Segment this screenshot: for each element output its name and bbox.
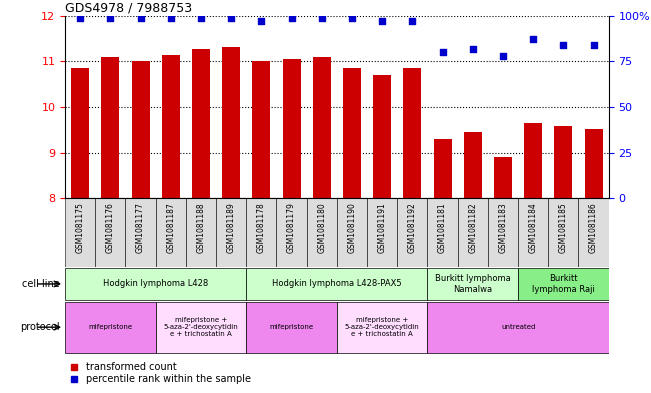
Bar	[337, 302, 428, 353]
Text: GSM1081175: GSM1081175	[76, 202, 85, 253]
Text: GSM1081182: GSM1081182	[468, 202, 477, 253]
Bar	[373, 75, 391, 198]
Bar	[253, 61, 270, 198]
Bar	[161, 55, 180, 198]
Bar	[283, 59, 301, 198]
Bar	[156, 302, 246, 353]
Point	[528, 36, 538, 42]
Text: protocol: protocol	[20, 322, 60, 332]
Bar	[246, 268, 428, 300]
Bar	[126, 198, 156, 267]
Text: untreated: untreated	[501, 324, 535, 330]
Text: GSM1081177: GSM1081177	[136, 202, 145, 253]
Text: GSM1081179: GSM1081179	[287, 202, 296, 253]
Bar	[307, 198, 337, 267]
Text: mifepristone +
5-aza-2'-deoxycytidin
e + trichostatin A: mifepristone + 5-aza-2'-deoxycytidin e +…	[345, 317, 419, 337]
Text: GSM1081188: GSM1081188	[197, 202, 206, 253]
Bar	[192, 49, 210, 198]
Text: GSM1081184: GSM1081184	[529, 202, 538, 253]
Text: GSM1081180: GSM1081180	[317, 202, 326, 253]
Bar	[246, 302, 337, 353]
Text: GSM1081183: GSM1081183	[499, 202, 508, 253]
Bar	[494, 157, 512, 198]
Bar	[337, 198, 367, 267]
Bar	[216, 198, 246, 267]
Bar	[434, 139, 452, 198]
Bar	[65, 198, 95, 267]
Point	[589, 42, 599, 48]
Point	[165, 15, 176, 21]
Bar	[246, 198, 277, 267]
Bar	[186, 198, 216, 267]
Bar	[548, 198, 579, 267]
Bar	[343, 68, 361, 198]
Point	[226, 15, 236, 21]
Bar	[555, 126, 572, 198]
Bar	[312, 57, 331, 198]
Text: Burkitt lymphoma
Namalwa: Burkitt lymphoma Namalwa	[435, 274, 510, 294]
Bar	[488, 198, 518, 267]
Bar	[428, 198, 458, 267]
Point	[558, 42, 568, 48]
Text: GSM1081192: GSM1081192	[408, 202, 417, 253]
Text: GSM1081185: GSM1081185	[559, 202, 568, 253]
Bar	[579, 198, 609, 267]
Text: mifepristone: mifepristone	[89, 324, 132, 330]
Legend: transformed count, percentile rank within the sample: transformed count, percentile rank withi…	[70, 362, 251, 384]
Bar	[524, 123, 542, 198]
Point	[467, 46, 478, 52]
Text: GSM1081186: GSM1081186	[589, 202, 598, 253]
Text: cell line: cell line	[22, 279, 60, 289]
Point	[498, 53, 508, 59]
Point	[347, 15, 357, 21]
Bar	[102, 57, 119, 198]
Bar	[585, 129, 603, 198]
Bar	[277, 198, 307, 267]
Point	[377, 18, 387, 24]
Point	[256, 18, 267, 24]
Text: Hodgkin lymphoma L428: Hodgkin lymphoma L428	[103, 279, 208, 288]
Text: GSM1081189: GSM1081189	[227, 202, 236, 253]
Bar	[222, 47, 240, 198]
Point	[105, 15, 116, 21]
Text: Hodgkin lymphoma L428-PAX5: Hodgkin lymphoma L428-PAX5	[272, 279, 402, 288]
Bar	[404, 68, 421, 198]
Text: mifepristone +
5-aza-2'-deoxycytidin
e + trichostatin A: mifepristone + 5-aza-2'-deoxycytidin e +…	[163, 317, 238, 337]
Bar	[65, 268, 246, 300]
Bar	[397, 198, 428, 267]
Text: GSM1081178: GSM1081178	[257, 202, 266, 253]
Point	[286, 15, 297, 21]
Text: GSM1081190: GSM1081190	[348, 202, 357, 253]
Bar	[464, 132, 482, 198]
Point	[196, 15, 206, 21]
Text: GDS4978 / 7988753: GDS4978 / 7988753	[65, 2, 192, 15]
Point	[407, 18, 417, 24]
Bar	[95, 198, 126, 267]
Bar	[458, 198, 488, 267]
Text: GSM1081176: GSM1081176	[106, 202, 115, 253]
Bar	[71, 68, 89, 198]
Point	[135, 15, 146, 21]
Text: GSM1081191: GSM1081191	[378, 202, 387, 253]
Bar	[428, 302, 609, 353]
Text: GSM1081187: GSM1081187	[166, 202, 175, 253]
Bar	[156, 198, 186, 267]
Text: Burkitt
lymphoma Raji: Burkitt lymphoma Raji	[532, 274, 595, 294]
Bar	[65, 302, 156, 353]
Text: mifepristone: mifepristone	[270, 324, 314, 330]
Bar	[367, 198, 397, 267]
Bar	[428, 268, 518, 300]
Text: GSM1081181: GSM1081181	[438, 202, 447, 253]
Bar	[132, 61, 150, 198]
Bar	[518, 268, 609, 300]
Point	[75, 15, 85, 21]
Bar	[518, 198, 548, 267]
Point	[316, 15, 327, 21]
Point	[437, 49, 448, 55]
